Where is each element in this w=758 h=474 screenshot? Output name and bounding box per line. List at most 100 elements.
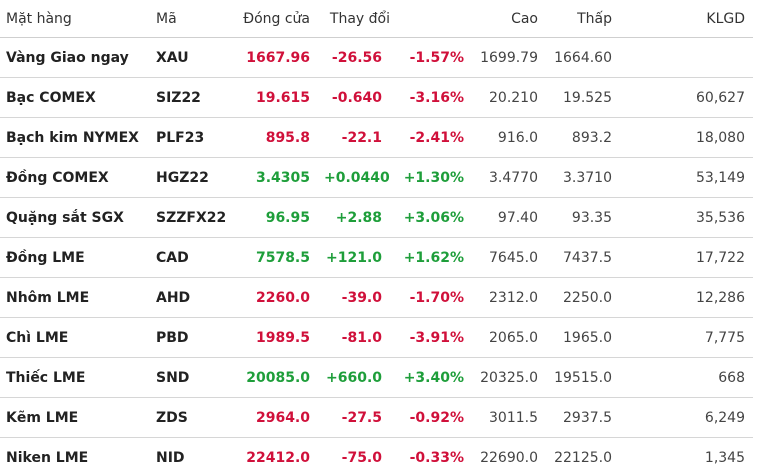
change-pct-cell: -3.91%: [390, 317, 472, 358]
change-cell: +2.88: [318, 197, 390, 238]
change-pct-cell: +3.40%: [390, 357, 472, 398]
close-price-cell: 2260.0: [236, 277, 318, 318]
change-cell: -39.0: [318, 277, 390, 318]
table-row: Kẽm LME ZDS 2964.0 -27.5 -0.92% 3011.5 2937.5 6…: [0, 397, 753, 438]
change-cell: -26.56: [318, 37, 390, 78]
close-price-cell: 2964.0: [236, 397, 318, 438]
table-row: Bạc COMEX SIZ22 19.615 -0.640 -3.16% 20.210 19…: [0, 77, 753, 118]
volume-cell: 18,080: [620, 117, 753, 158]
volume-cell: 7,775: [620, 317, 753, 358]
close-price-cell: 3.4305: [236, 157, 318, 198]
header-volume: KLGD: [620, 0, 753, 38]
volume-cell: 17,722: [620, 237, 753, 278]
change-pct-cell: -0.92%: [390, 397, 472, 438]
commodity-name-cell: Vàng Giao ngay: [0, 37, 150, 78]
volume-cell: 12,286: [620, 277, 753, 318]
high-cell: 7645.0: [472, 237, 546, 278]
close-price-cell: 895.8: [236, 117, 318, 158]
low-cell: 2937.5: [546, 397, 620, 438]
close-price-cell: 19.615: [236, 77, 318, 118]
volume-cell: 53,149: [620, 157, 753, 198]
header-high: Cao: [472, 0, 546, 38]
change-pct-cell: -1.70%: [390, 277, 472, 318]
high-cell: 2312.0: [472, 277, 546, 318]
high-cell: 1699.79: [472, 37, 546, 78]
change-cell: -27.5: [318, 397, 390, 438]
table-row: Quặng sắt SGX SZZFX22 96.95 +2.88 +3.06% 97.4…: [0, 197, 753, 238]
change-pct-cell: -0.33%: [390, 437, 472, 474]
change-pct-cell: +3.06%: [390, 197, 472, 238]
code-cell: NID: [150, 437, 236, 474]
change-pct-cell: +1.62%: [390, 237, 472, 278]
close-price-cell: 96.95: [236, 197, 318, 238]
table-row: Bạch kim NYMEX PLF23 895.8 -22.1 -2.41% 916.0…: [0, 117, 753, 158]
commodity-name-cell: Đồng COMEX: [0, 157, 150, 198]
low-cell: 93.35: [546, 197, 620, 238]
code-cell: SZZFX22: [150, 197, 236, 238]
change-cell: +0.0440: [318, 157, 390, 198]
code-cell: PLF23: [150, 117, 236, 158]
close-price-cell: 1989.5: [236, 317, 318, 358]
header-change-pct: [390, 0, 472, 38]
high-cell: 20.210: [472, 77, 546, 118]
low-cell: 7437.5: [546, 237, 620, 278]
low-cell: 19515.0: [546, 357, 620, 398]
change-cell: +660.0: [318, 357, 390, 398]
commodity-name-cell: Bạc COMEX: [0, 77, 150, 118]
high-cell: 20325.0: [472, 357, 546, 398]
change-cell: +121.0: [318, 237, 390, 278]
volume-cell: 6,249: [620, 397, 753, 438]
close-price-cell: 22412.0: [236, 437, 318, 474]
table-row: Đồng COMEX HGZ22 3.4305 +0.0440 +1.30% 3.4770…: [0, 157, 753, 198]
low-cell: 1664.60: [546, 37, 620, 78]
change-pct-cell: -2.41%: [390, 117, 472, 158]
table-row: Niken LME NID 22412.0 -75.0 -0.33% 22690.0 221…: [0, 437, 753, 474]
code-cell: ZDS: [150, 397, 236, 438]
commodity-name-cell: Thiếc LME: [0, 357, 150, 398]
commodity-name-cell: Niken LME: [0, 437, 150, 474]
close-price-cell: 20085.0: [236, 357, 318, 398]
volume-cell: 1,345: [620, 437, 753, 474]
commodity-name-cell: Nhôm LME: [0, 277, 150, 318]
high-cell: 97.40: [472, 197, 546, 238]
commodity-name-cell: Đồng LME: [0, 237, 150, 278]
code-cell: PBD: [150, 317, 236, 358]
code-cell: SIZ22: [150, 77, 236, 118]
change-pct-cell: +1.30%: [390, 157, 472, 198]
table-row: Chì LME PBD 1989.5 -81.0 -3.91% 2065.0 1965.0 7…: [0, 317, 753, 358]
commodity-name-cell: Kẽm LME: [0, 397, 150, 438]
low-cell: 2250.0: [546, 277, 620, 318]
table-header-row: Mặt hàng Mã Đóng cửa Thay đổi Cao Thấp K…: [0, 0, 753, 38]
change-cell: -22.1: [318, 117, 390, 158]
header-change: Thay đổi: [318, 0, 390, 38]
low-cell: 893.2: [546, 117, 620, 158]
table-row: Vàng Giao ngay XAU 1667.96 -26.56 -1.57% 1699…: [0, 37, 753, 78]
change-pct-cell: -1.57%: [390, 37, 472, 78]
volume-cell: 60,627: [620, 77, 753, 118]
high-cell: 2065.0: [472, 317, 546, 358]
code-cell: SND: [150, 357, 236, 398]
low-cell: 19.525: [546, 77, 620, 118]
low-cell: 3.3710: [546, 157, 620, 198]
table-row: Thiếc LME SND 20085.0 +660.0 +3.40% 20325.0 19…: [0, 357, 753, 398]
change-cell: -75.0: [318, 437, 390, 474]
high-cell: 3011.5: [472, 397, 546, 438]
close-price-cell: 1667.96: [236, 37, 318, 78]
header-commodity: Mặt hàng: [0, 0, 150, 38]
code-cell: AHD: [150, 277, 236, 318]
header-close: Đóng cửa: [236, 0, 318, 38]
code-cell: CAD: [150, 237, 236, 278]
commodity-name-cell: Bạch kim NYMEX: [0, 117, 150, 158]
volume-cell: [620, 37, 753, 78]
volume-cell: 668: [620, 357, 753, 398]
high-cell: 3.4770: [472, 157, 546, 198]
code-cell: XAU: [150, 37, 236, 78]
low-cell: 22125.0: [546, 437, 620, 474]
change-cell: -81.0: [318, 317, 390, 358]
header-low: Thấp: [546, 0, 620, 38]
high-cell: 916.0: [472, 117, 546, 158]
header-code: Mã: [150, 0, 236, 38]
low-cell: 1965.0: [546, 317, 620, 358]
change-pct-cell: -3.16%: [390, 77, 472, 118]
